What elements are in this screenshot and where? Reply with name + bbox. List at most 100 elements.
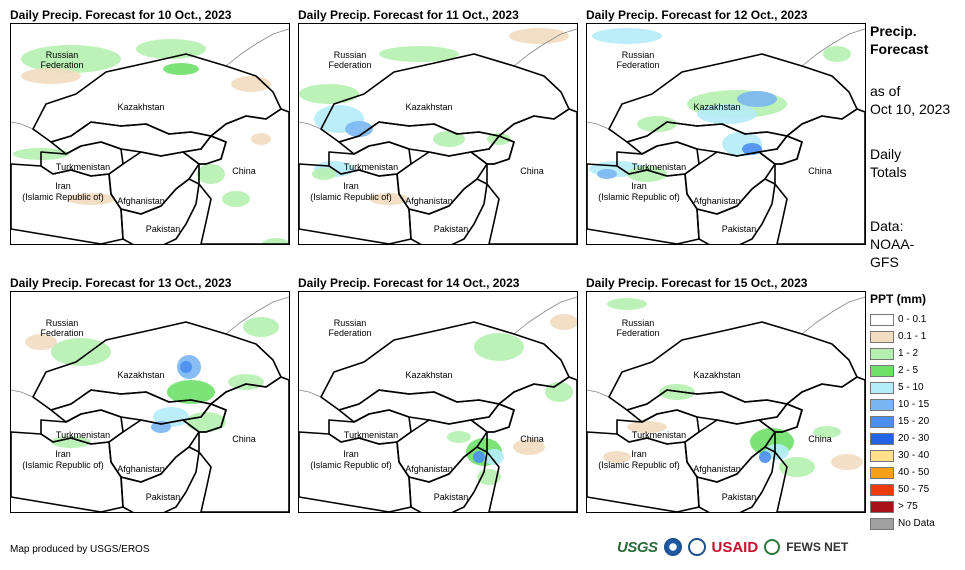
country-label-china: China: [520, 434, 544, 444]
legend-swatch: [870, 347, 894, 360]
country-label-turkmenistan: Turkmenistan: [632, 162, 686, 172]
totals-line-2: Totals: [870, 164, 907, 180]
as-of-value: Oct 10, 2023: [870, 101, 951, 117]
country-outline: [696, 178, 776, 244]
legend-label: 2 - 5: [898, 365, 919, 376]
precip-area: [379, 46, 459, 62]
legend-item: 20 - 30: [870, 430, 935, 447]
country-outline: [587, 163, 700, 244]
legend-swatch: [870, 381, 894, 394]
legend-swatch: [870, 466, 894, 479]
country-outline: [120, 178, 200, 244]
country-label-kazakhstan: Kazakhstan: [693, 370, 740, 380]
daily-totals: Daily Totals: [870, 145, 907, 181]
precip-area: [447, 431, 471, 443]
legend-swatch: [870, 483, 894, 496]
noaa-logo-icon: [663, 538, 682, 556]
precip-area: [21, 68, 81, 84]
as-of-date: as of Oct 10, 2023: [870, 82, 950, 118]
country-outline: [299, 163, 412, 244]
nws-logo-icon: [687, 538, 706, 556]
legend-item: 40 - 50: [870, 464, 935, 481]
precip-area: [163, 63, 199, 75]
fews-net-logo: FEWS NET: [786, 540, 849, 554]
country-label-russia-line1: Russian: [334, 318, 367, 328]
precip-area: [513, 439, 545, 455]
precip-area: [243, 317, 279, 337]
country-label-russia-line2: Federation: [616, 60, 659, 70]
legend-item: 10 - 15: [870, 396, 935, 413]
precip-area: [180, 361, 192, 373]
forecast-panel: Daily Precip. Forecast for 14 Oct., 2023…: [298, 276, 578, 531]
country-label-russia-line1: Russian: [622, 318, 655, 328]
title-line-2: Forecast: [870, 41, 929, 57]
country-outline: [696, 446, 776, 512]
country-outline: [486, 108, 577, 244]
forecast-panel: Daily Precip. Forecast for 15 Oct., 2023…: [586, 276, 866, 531]
country-outline: [408, 446, 488, 512]
country-label-iran-line1: Iran: [343, 181, 359, 191]
country-label-kazakhstan: Kazakhstan: [117, 370, 164, 380]
country-border-minor: [587, 121, 610, 130]
country-label-pakistan: Pakistan: [722, 224, 757, 234]
country-label-pakistan: Pakistan: [722, 492, 757, 502]
usaid-logo: USAID: [711, 538, 759, 556]
country-label-russia-line2: Federation: [40, 328, 83, 338]
precip-area: [474, 333, 524, 361]
panel-title: Daily Precip. Forecast for 14 Oct., 2023: [298, 276, 520, 290]
legend-title: PPT (mm): [870, 292, 927, 306]
country-label-iran-line2: (Islamic Republic of): [22, 192, 104, 202]
country-label-kazakhstan: Kazakhstan: [405, 102, 452, 112]
legend-label: 0.1 - 1: [898, 331, 927, 342]
country-outline: [408, 178, 488, 244]
legend-label: > 75: [898, 501, 918, 512]
country-label-iran-line2: (Islamic Republic of): [598, 460, 680, 470]
country-label-russia-line2: Federation: [616, 328, 659, 338]
precip-area: [251, 133, 271, 145]
country-label-turkmenistan: Turkmenistan: [344, 162, 398, 172]
precip-area: [167, 380, 215, 404]
country-label-russia-line2: Federation: [328, 328, 371, 338]
country-label-china: China: [520, 166, 544, 176]
legend-swatch: [870, 313, 894, 326]
country-border-minor: [11, 121, 34, 130]
precip-area: [136, 39, 206, 59]
precip-area: [67, 193, 115, 205]
precip-area: [345, 121, 373, 137]
precip-map: Russian Federation Kazakhstan Turkmenistan I…: [586, 23, 866, 245]
precip-map: Russian Federation Kazakhstan Turkmenistan I…: [298, 23, 578, 245]
precip-area: [312, 168, 336, 180]
legend-swatch: [870, 398, 894, 411]
country-label-china: China: [808, 434, 832, 444]
legend-item: 0 - 0.1: [870, 311, 935, 328]
precip-area: [222, 191, 250, 207]
country-label-iran-line1: Iran: [631, 181, 647, 191]
legend-item: 0.1 - 1: [870, 328, 935, 345]
country-label-iran-line1: Iran: [55, 181, 71, 191]
precip-area: [737, 91, 777, 107]
data-source: Data: NOAA- GFS: [870, 217, 914, 271]
precip-area: [487, 133, 511, 145]
legend-label: 10 - 15: [898, 399, 930, 410]
usgs-logo: USGS: [617, 538, 658, 556]
precip-area: [603, 451, 631, 463]
precip-map: Russian Federation Kazakhstan Turkmenistan I…: [586, 291, 866, 513]
legend-item: 2 - 5: [870, 362, 935, 379]
country-label-turkmenistan: Turkmenistan: [56, 430, 110, 440]
precip-area: [484, 449, 504, 465]
country-label-afghanistan: Afghanistan: [117, 196, 165, 206]
panel-title: Daily Precip. Forecast for 15 Oct., 2023: [586, 276, 808, 290]
country-label-russia-line1: Russian: [46, 318, 79, 328]
country-label-iran-line1: Iran: [631, 449, 647, 459]
country-label-russia-line2: Federation: [40, 60, 83, 70]
country-outline: [11, 163, 124, 244]
country-outline: [120, 446, 200, 512]
country-outline: [774, 376, 865, 512]
precip-area: [25, 334, 57, 350]
precip-area: [550, 314, 577, 330]
legend-label: 15 - 20: [898, 416, 930, 427]
country-label-russia-line1: Russian: [334, 50, 367, 60]
country-label-russia-line1: Russian: [622, 50, 655, 60]
